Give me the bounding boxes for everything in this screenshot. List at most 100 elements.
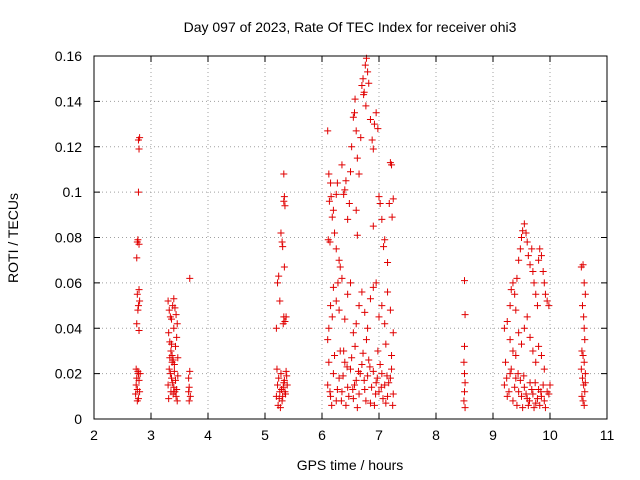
y-axis-label: ROTI / TECUs [5,193,21,283]
data-point [524,252,532,260]
data-point [506,370,514,378]
data-point [133,254,141,262]
data-point [361,386,369,394]
data-point [273,365,281,373]
data-point [134,188,142,196]
y-tick-label: 0.14 [55,93,82,109]
data-point [279,392,287,400]
data-point [279,243,287,251]
x-tick-label: 2 [90,427,98,443]
data-point [530,404,538,412]
data-point [537,252,545,260]
data-point [354,367,362,375]
x-tick-label: 6 [318,427,326,443]
data-point [529,347,537,355]
data-point [135,145,143,153]
data-point [348,143,356,151]
data-point [520,220,528,228]
data-point [335,306,343,314]
data-point [135,286,143,294]
data-point [344,290,352,298]
data-point [335,256,343,264]
data-point [328,213,336,221]
data-point [537,351,545,359]
y-tick-label: 0.06 [55,275,82,291]
data-point [374,347,382,355]
data-point [379,395,387,403]
data-point [328,401,336,409]
data-point [532,290,540,298]
data-point [279,320,287,328]
data-point [526,333,534,341]
data-point [541,290,549,298]
data-point [389,390,397,398]
data-point [529,390,537,398]
data-point [578,347,586,355]
data-point [337,397,345,405]
data-point [325,324,333,332]
data-point [349,113,357,121]
data-point [514,370,522,378]
data-point [185,374,193,382]
data-point [506,302,514,310]
data-point [513,401,521,409]
data-point [524,401,532,409]
chart-title: Day 097 of 2023, Rate Of TEC Index for r… [184,19,517,35]
data-point [173,386,181,394]
data-point [352,127,360,135]
x-tick-label: 9 [489,427,497,443]
x-tick-label: 11 [600,427,615,443]
data-point [170,295,178,303]
x-tick-label: 5 [261,427,269,443]
data-point [378,370,386,378]
data-point [509,397,517,405]
data-point [366,399,374,407]
data-point [580,358,588,366]
data-point [361,308,369,316]
data-point [535,342,543,350]
data-point [543,297,551,305]
data-point [132,381,140,389]
data-point [388,213,396,221]
data-point [388,161,396,169]
data-point [186,392,194,400]
data-point [355,170,363,178]
data-point [500,324,508,332]
data-point [136,297,144,305]
data-point [171,304,179,312]
data-point [172,311,180,319]
data-point [351,342,359,350]
data-point [169,390,177,398]
data-point [369,222,377,230]
data-point [579,397,587,405]
data-point [274,279,282,287]
data-point [389,195,397,203]
data-point [166,354,174,362]
data-point [578,392,586,400]
data-point [165,395,173,403]
data-point [373,374,381,382]
data-point [334,279,342,287]
data-point [518,392,525,400]
data-point [520,324,528,332]
data-point [515,329,523,337]
data-point [283,372,291,380]
data-point [528,386,536,394]
data-point [503,317,511,325]
data-point [381,320,389,328]
data-point [389,329,397,337]
y-tick-label: 0 [74,411,82,427]
data-point [340,190,348,198]
data-point [282,367,290,375]
data-point [338,274,346,282]
y-tick-labels: 0 0.02 0.04 0.06 0.08 0.1 0.12 0.14 0.16 [55,48,82,427]
data-point [358,288,366,296]
data-point [540,365,548,373]
y-tick-label: 0.16 [55,48,82,64]
data-point [133,320,141,328]
data-point [352,376,360,384]
data-point [277,229,285,237]
data-point [352,206,360,214]
data-point [532,399,540,407]
